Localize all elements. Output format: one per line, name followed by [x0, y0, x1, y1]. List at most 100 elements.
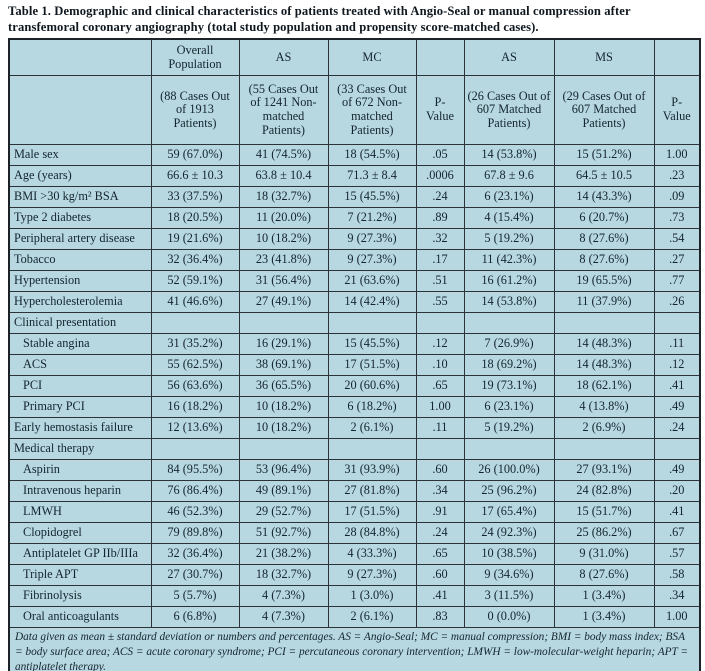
table-row: Male sex 59 (67.0%) 41 (74.5%) 18 (54.5%) .0…	[8, 144, 701, 167]
header-cell-mc-nonmatched: MC	[327, 38, 417, 77]
table-row: Triple APT 27 (30.7%) 18 (32.7%) 9 (27.3%).…	[8, 564, 701, 587]
cell-value: .41	[653, 375, 701, 398]
cell-value: 21 (38.2%)	[238, 543, 329, 566]
cell-value: 4 (15.4%)	[463, 207, 555, 230]
table-row: LMWH 46 (52.3%) 29 (52.7%) 17 (51.5%) .91 17 …	[8, 501, 701, 524]
cell-value: 5 (19.2%)	[463, 228, 555, 251]
cell-value: 1.00	[653, 606, 701, 629]
cell-value: 10 (18.2%)	[238, 396, 329, 419]
cell-value: 14 (48.3%)	[553, 333, 655, 356]
cell-value: 11 (42.3%)	[463, 249, 555, 272]
cell-value: 4 (33.3%)	[327, 543, 417, 566]
cell-value: 24 (92.3%)	[463, 522, 555, 545]
cell-value: 7 (26.9%)	[463, 333, 555, 356]
cell-value	[653, 312, 701, 335]
cell-value	[553, 438, 655, 461]
cell-value: .24	[415, 186, 465, 209]
table-row: Fibrinolysis 5 (5.7%) 4 (7.3%) 1 (3.0%) .41 3…	[8, 585, 701, 608]
cell-value: 14 (53.8%)	[463, 144, 555, 167]
cell-value: 10 (38.5%)	[463, 543, 555, 566]
cell-value: .41	[415, 585, 465, 608]
header-cell-as-nonmatched-cases: (55 Cases Out of 1241 Non-matched Patien…	[238, 75, 329, 146]
cell-value: .41	[653, 501, 701, 524]
header-cell-as-matched: AS	[463, 38, 555, 77]
section-row: Clinical presentation	[8, 312, 701, 335]
cell-value: 4 (13.8%)	[553, 396, 655, 419]
cell-value: .51	[415, 270, 465, 293]
cell-value: .24	[415, 522, 465, 545]
cell-value: 14 (48.3%)	[553, 354, 655, 377]
cell-value: 18 (54.5%)	[327, 144, 417, 167]
cell-value: 27 (30.7%)	[150, 564, 240, 587]
cell-value: .73	[653, 207, 701, 230]
cell-value: 21 (63.6%)	[327, 270, 417, 293]
cell-value: 67.8 ± 9.6	[463, 165, 555, 188]
cell-value: 49 (89.1%)	[238, 480, 329, 503]
cell-value: 18 (62.1%)	[553, 375, 655, 398]
cell-value: 14 (53.8%)	[463, 291, 555, 314]
cell-value: 9 (34.6%)	[463, 564, 555, 587]
table-row: PCI 56 (63.6%) 36 (65.5%) 20 (60.6%) .65 19 (…	[8, 375, 701, 398]
cell-value: 8 (27.6%)	[553, 228, 655, 251]
cell-value: 26 (100.0%)	[463, 459, 555, 482]
cell-value: 6 (20.7%)	[553, 207, 655, 230]
cell-value: 8 (27.6%)	[553, 564, 655, 587]
cell-value	[150, 438, 240, 461]
row-label: Fibrinolysis	[8, 585, 152, 608]
row-label: Tobacco	[8, 249, 152, 272]
cell-value: 18 (20.5%)	[150, 207, 240, 230]
cell-value: 71.3 ± 8.4	[327, 165, 417, 188]
header-row-groups: Overall Population AS MC AS MS	[8, 38, 701, 77]
cell-value: 4 (7.3%)	[238, 585, 329, 608]
table-row: ACS 55 (62.5%) 38 (69.1%) 17 (51.5%) .10 18 (…	[8, 354, 701, 377]
row-label: Type 2 diabetes	[8, 207, 152, 230]
row-label: Antiplatelet GP IIb/IIIa	[8, 543, 152, 566]
cell-value: .89	[415, 207, 465, 230]
cell-value: 2 (6.1%)	[327, 606, 417, 629]
cell-value: .91	[415, 501, 465, 524]
table-footnote: Data given as mean ± standard deviation …	[8, 627, 701, 671]
table-footer: Data given as mean ± standard deviation …	[8, 627, 701, 671]
cell-value	[238, 438, 329, 461]
cell-value: 15 (51.7%)	[553, 501, 655, 524]
table-row: Age (years) 66.6 ± 10.3 63.8 ± 10.4 71.3 ± …	[8, 165, 701, 188]
cell-value: 10 (18.2%)	[238, 417, 329, 440]
cell-value: .10	[415, 354, 465, 377]
cell-value: 59 (67.0%)	[150, 144, 240, 167]
row-label: Intravenous heparin	[8, 480, 152, 503]
cell-value	[463, 312, 555, 335]
cell-value: 9 (27.3%)	[327, 249, 417, 272]
table-row: Aspirin 84 (95.5%) 53 (96.4%) 31 (93.9%) .60…	[8, 459, 701, 482]
section-row: Medical therapy	[8, 438, 701, 461]
footnote-row: Data given as mean ± standard deviation …	[8, 627, 701, 671]
cell-value: .67	[653, 522, 701, 545]
cell-value: 7 (21.2%)	[327, 207, 417, 230]
row-label: Hypercholesterolemia	[8, 291, 152, 314]
header-cell-blank	[8, 75, 152, 146]
cell-value: 24 (82.8%)	[553, 480, 655, 503]
cell-value: .12	[415, 333, 465, 356]
cell-value: .26	[653, 291, 701, 314]
header-cell-overall-cases: (88 Cases Out of 1913 Patients)	[150, 75, 240, 146]
cell-value: 29 (52.7%)	[238, 501, 329, 524]
cell-value: 9 (27.3%)	[327, 564, 417, 587]
cell-value: 14 (43.3%)	[553, 186, 655, 209]
cell-value: .32	[415, 228, 465, 251]
cell-value: .65	[415, 375, 465, 398]
cell-value: 19 (73.1%)	[463, 375, 555, 398]
cell-value: 9 (31.0%)	[553, 543, 655, 566]
cell-value: 27 (49.1%)	[238, 291, 329, 314]
cell-value	[238, 312, 329, 335]
cell-value: 1.00	[653, 144, 701, 167]
cell-value: 1 (3.4%)	[553, 585, 655, 608]
cell-value: 19 (21.6%)	[150, 228, 240, 251]
cell-value: 4 (7.3%)	[238, 606, 329, 629]
cell-value	[415, 438, 465, 461]
demographics-table: Overall Population AS MC AS MS (88 Cases…	[8, 38, 701, 671]
table-row: Hypercholesterolemia 41 (46.6%) 27 (49.1%)…	[8, 291, 701, 314]
cell-value: 27 (93.1%)	[553, 459, 655, 482]
row-label: Male sex	[8, 144, 152, 167]
table-row: Clopidogrel 79 (89.8%) 51 (92.7%) 28 (84.8%…	[8, 522, 701, 545]
cell-value: 64.5 ± 10.5	[553, 165, 655, 188]
cell-value: 66.6 ± 10.3	[150, 165, 240, 188]
